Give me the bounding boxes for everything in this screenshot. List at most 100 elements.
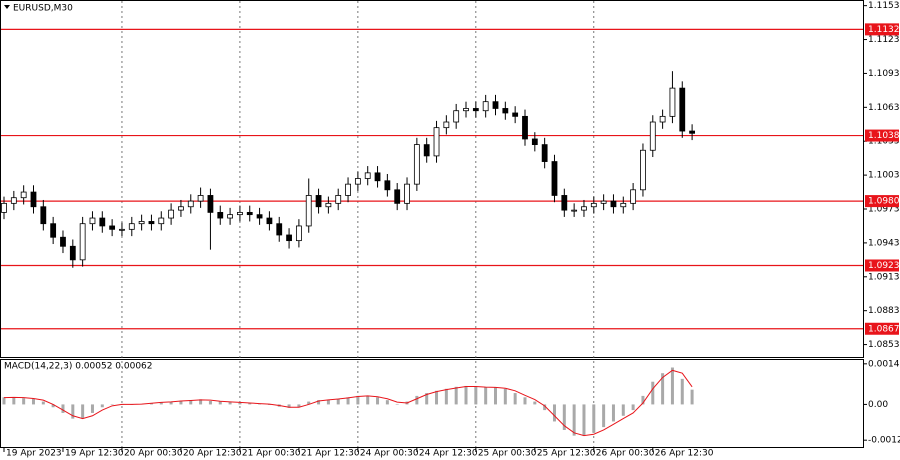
symbol-title: EURUSD,M30 — [13, 4, 73, 14]
macd-bar — [189, 400, 193, 405]
y-tick-label: 1.0913 — [868, 272, 900, 282]
macd-bar — [22, 398, 26, 405]
candle-body — [679, 87, 686, 132]
macd-bar — [631, 404, 635, 411]
macd-bar — [71, 404, 75, 419]
macd-frame — [0, 359, 864, 448]
candle-body — [541, 144, 548, 162]
candle-body — [659, 115, 666, 123]
x-tick-label: 21 Apr 00:30 — [242, 449, 301, 459]
macd-bar — [454, 386, 458, 405]
y-tick-label: 0.00 — [868, 400, 888, 410]
macd-bar — [444, 388, 448, 405]
level-label: 1.0867 — [868, 324, 900, 334]
x-tick-label: 25 Apr 12:30 — [537, 449, 596, 459]
signal-line — [3, 369, 693, 437]
macd-bar — [464, 385, 468, 405]
candle-body — [463, 108, 469, 112]
level-label: 1.0980 — [868, 197, 900, 207]
x-tick-label: 19 Apr 2023 — [6, 449, 62, 459]
y-tick-label: 1.0853 — [868, 340, 900, 350]
macd-bar — [90, 404, 94, 413]
macd-bar — [100, 404, 104, 408]
y-tick-label: 1.1033 — [868, 137, 900, 147]
candle-body — [119, 228, 125, 231]
level-label-box — [865, 322, 899, 335]
macd-bar — [385, 400, 389, 405]
candle-body — [423, 144, 430, 157]
macd-bar — [582, 404, 586, 436]
candle-body — [404, 183, 410, 204]
y-tick-label: 1.1003 — [868, 171, 900, 181]
candle-body — [600, 200, 607, 204]
macd-bar — [680, 378, 684, 405]
candle-body — [10, 197, 17, 204]
macd-bar — [346, 397, 350, 405]
macd-bar — [376, 397, 380, 405]
macd-bar — [533, 401, 537, 405]
macd-bar — [248, 403, 252, 405]
candle-body — [128, 223, 135, 230]
candle-body — [640, 149, 646, 191]
macd-bar — [2, 397, 6, 405]
macd-bar — [159, 402, 163, 405]
candle-body — [256, 214, 263, 219]
candle-body — [502, 108, 509, 114]
macd-bar — [611, 404, 615, 422]
candle-body — [138, 221, 145, 225]
macd-bar — [494, 387, 497, 405]
y-tick-label: 1.0883 — [868, 306, 900, 316]
candle-body — [453, 110, 460, 123]
candle-body — [384, 180, 391, 191]
y-tick-label: 1.1123 — [868, 35, 900, 45]
macd-bar — [208, 401, 212, 405]
candle-body — [207, 195, 214, 213]
candle-body — [109, 225, 116, 230]
macd-bar — [592, 404, 596, 433]
macd-bar — [336, 398, 340, 405]
macd-bar — [258, 403, 262, 405]
macd-bar — [199, 399, 203, 405]
candle-body — [590, 202, 597, 208]
macd-bar — [81, 404, 85, 419]
y-tick-label: 1.0943 — [868, 238, 900, 248]
candle-body — [394, 189, 401, 204]
candle-body — [276, 223, 283, 236]
main-frame — [0, 0, 864, 358]
candle-body — [40, 206, 47, 225]
candle-body — [620, 202, 627, 208]
macd-bar — [484, 387, 488, 405]
level-label-box — [865, 23, 899, 36]
candle-body — [246, 211, 253, 216]
macd-bar — [415, 395, 419, 405]
candle-body — [69, 245, 76, 261]
macd-bar — [651, 381, 655, 405]
x-tick-label: 20 Apr 12:30 — [183, 449, 242, 459]
macd-bar — [110, 404, 114, 405]
y-tick-label: 1.1153 — [868, 1, 900, 11]
candle-body — [630, 189, 637, 204]
candle-body — [433, 127, 440, 157]
candle-body — [89, 217, 96, 225]
macd-bar — [366, 395, 370, 405]
menu-triangle[interactable] — [4, 5, 10, 9]
candle-body — [374, 172, 381, 182]
candle-body — [20, 191, 27, 199]
x-tick-label: 26 Apr 00:30 — [596, 449, 655, 459]
candle-body — [217, 211, 224, 219]
y-tick-label: 1.0973 — [868, 205, 900, 215]
x-tick-label: 19 Apr 12:30 — [65, 449, 124, 459]
level-label-box — [865, 259, 899, 272]
candle-body — [482, 101, 489, 112]
macd-bar — [523, 397, 527, 405]
candle-body — [99, 217, 106, 227]
candle-body — [197, 195, 204, 202]
candle-body — [531, 138, 538, 146]
x-tick-label: 24 Apr 12:30 — [419, 449, 478, 459]
y-tick-label: 1.1093 — [868, 69, 900, 79]
macd-bar — [297, 404, 301, 408]
candle-body — [561, 195, 568, 211]
x-tick-label: 26 Apr 12:30 — [655, 449, 714, 459]
